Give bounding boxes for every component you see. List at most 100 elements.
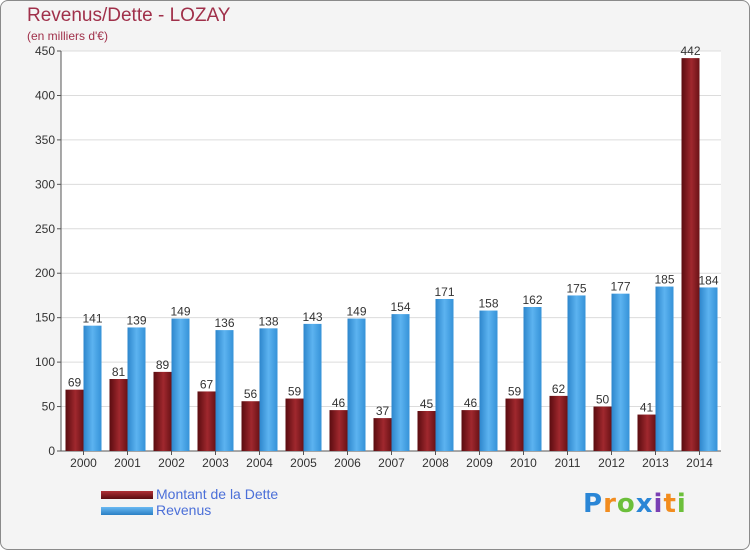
value-label-dette: 89 xyxy=(156,358,170,372)
bar-dette xyxy=(549,395,568,451)
proxiti-logo: Proxiti xyxy=(583,489,687,519)
logo-letter: P xyxy=(583,489,604,519)
bar-revenus xyxy=(479,310,498,451)
value-label-dette: 59 xyxy=(288,385,302,399)
value-label-dette: 69 xyxy=(68,376,82,390)
x-tick-label: 2007 xyxy=(378,456,405,470)
value-label-revenus: 149 xyxy=(346,305,366,319)
bar-revenus xyxy=(567,295,586,451)
x-tick-label: 2012 xyxy=(598,456,625,470)
bar-dette xyxy=(241,401,260,451)
x-tick-label: 2002 xyxy=(158,456,185,470)
bar-revenus xyxy=(435,299,454,451)
chart-title: Revenus/Dette - LOZAY xyxy=(27,5,231,26)
x-tick-label: 2009 xyxy=(466,456,493,470)
bar-dette xyxy=(417,411,436,451)
legend-swatch-revenus xyxy=(101,507,153,515)
value-label-dette: 46 xyxy=(332,396,346,410)
y-tick-label: 0 xyxy=(48,444,55,458)
value-label-revenus: 154 xyxy=(390,300,410,314)
y-tick-label: 150 xyxy=(35,311,55,325)
bar-dette xyxy=(461,410,480,451)
y-tick-label: 250 xyxy=(35,222,55,236)
value-label-revenus: 185 xyxy=(654,273,674,287)
value-label-dette: 46 xyxy=(464,396,478,410)
value-label-revenus: 149 xyxy=(170,305,190,319)
bar-dette xyxy=(505,398,524,451)
x-tick-label: 2001 xyxy=(114,456,141,470)
value-label-revenus: 139 xyxy=(126,313,146,327)
bar-dette xyxy=(637,414,656,451)
value-label-revenus: 138 xyxy=(258,314,278,328)
value-label-dette: 62 xyxy=(552,382,566,396)
legend-label-revenus: Revenus xyxy=(156,502,212,518)
value-label-revenus: 177 xyxy=(610,280,630,294)
x-tick-label: 2004 xyxy=(246,456,273,470)
logo-letter: r xyxy=(603,489,617,519)
bar-chart: 0 50 100 150 200 250 300 350 400 450 69 141 2000 81 13… xyxy=(35,44,721,470)
logo-letter: x xyxy=(635,489,654,519)
logo-letter: i xyxy=(676,489,687,519)
value-label-dette: 59 xyxy=(508,385,522,399)
x-tick-label: 2005 xyxy=(290,456,317,470)
bar-dette xyxy=(329,410,348,451)
x-tick-label: 2010 xyxy=(510,456,537,470)
bar-dette xyxy=(65,389,84,451)
bar-dette xyxy=(593,406,612,451)
bar-revenus xyxy=(611,293,630,451)
x-tick-label: 2003 xyxy=(202,456,229,470)
value-label-dette: 81 xyxy=(112,365,126,379)
value-label-dette: 50 xyxy=(596,393,610,407)
bar-revenus xyxy=(215,330,234,451)
bar-revenus xyxy=(127,327,146,451)
value-label-dette: 41 xyxy=(640,401,654,415)
value-label-revenus: 143 xyxy=(302,310,322,324)
value-label-revenus: 184 xyxy=(698,273,718,287)
x-tick-label: 2011 xyxy=(555,456,581,470)
bar-dette xyxy=(373,418,392,451)
value-label-dette: 67 xyxy=(200,377,214,391)
x-tick-label: 2013 xyxy=(642,456,669,470)
value-label-dette: 442 xyxy=(680,44,700,58)
x-tick-label: 2014 xyxy=(686,456,713,470)
value-label-dette: 45 xyxy=(420,397,434,411)
y-tick-label: 400 xyxy=(35,88,55,102)
legend-label-dette: Montant de la Dette xyxy=(156,486,279,502)
bar-revenus xyxy=(171,318,190,451)
bar-revenus xyxy=(655,286,674,451)
y-tick-label: 100 xyxy=(35,355,55,369)
bar-revenus xyxy=(391,314,410,451)
logo-letter: o xyxy=(616,489,636,519)
value-label-revenus: 141 xyxy=(82,312,102,326)
y-tick-label: 450 xyxy=(35,44,55,58)
x-tick-label: 2008 xyxy=(422,456,449,470)
bar-dette xyxy=(681,58,700,451)
value-label-revenus: 175 xyxy=(566,281,586,295)
value-label-revenus: 158 xyxy=(478,297,498,311)
bar-revenus xyxy=(303,323,322,451)
bar-dette xyxy=(153,371,172,451)
bar-dette xyxy=(197,391,216,451)
bar-revenus xyxy=(347,318,366,451)
y-tick-label: 200 xyxy=(35,266,55,280)
value-label-revenus: 136 xyxy=(214,316,234,330)
value-label-revenus: 162 xyxy=(522,293,542,307)
value-label-dette: 37 xyxy=(376,404,390,418)
bar-revenus xyxy=(523,307,542,451)
x-tick-label: 2000 xyxy=(70,456,97,470)
logo-letter: i xyxy=(653,489,664,519)
bar-revenus xyxy=(259,328,278,451)
chart-subtitle: (en milliers d'€) xyxy=(27,29,108,43)
legend-swatch-dette xyxy=(101,491,153,499)
x-tick-label: 2006 xyxy=(334,456,361,470)
bar-revenus xyxy=(699,287,718,451)
y-tick-label: 300 xyxy=(35,177,55,191)
logo-letter: t xyxy=(663,489,677,519)
y-tick-label: 350 xyxy=(35,133,55,147)
value-label-revenus: 171 xyxy=(434,285,454,299)
value-label-dette: 56 xyxy=(244,387,258,401)
bar-dette xyxy=(285,398,304,451)
bar-dette xyxy=(109,379,128,451)
bar-revenus xyxy=(83,325,102,451)
